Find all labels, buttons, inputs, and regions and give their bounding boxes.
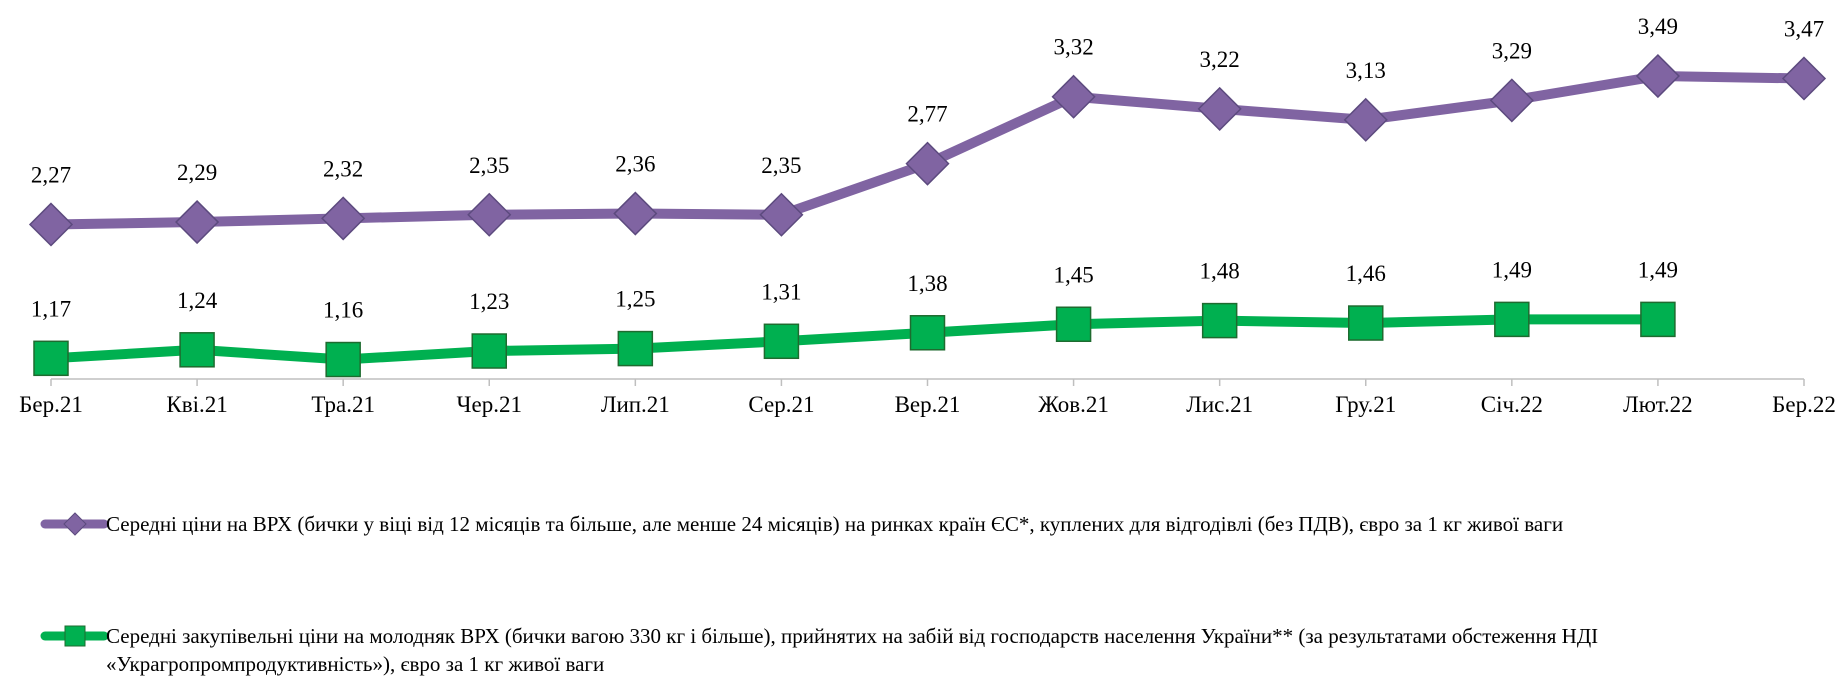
point bbox=[1489, 78, 1534, 123]
point bbox=[613, 191, 658, 236]
data-label: 1,45 bbox=[1053, 262, 1093, 287]
point bbox=[471, 333, 507, 369]
data-label: 1,38 bbox=[907, 271, 947, 296]
data-label: 3,22 bbox=[1200, 47, 1240, 72]
point bbox=[1201, 302, 1238, 339]
point bbox=[325, 341, 361, 378]
data-label: 1,23 bbox=[469, 289, 509, 314]
point bbox=[1781, 56, 1827, 101]
data-label: 1,16 bbox=[323, 298, 363, 323]
point bbox=[1051, 74, 1096, 119]
point bbox=[1197, 86, 1242, 131]
data-label: 2,36 bbox=[615, 152, 655, 177]
x-tick-label: Бер.21 bbox=[19, 392, 83, 417]
point bbox=[467, 192, 512, 237]
point bbox=[1343, 97, 1388, 142]
data-label: 1,25 bbox=[615, 287, 655, 312]
point bbox=[28, 202, 74, 247]
point bbox=[321, 196, 366, 241]
data-label: 2,35 bbox=[761, 153, 801, 178]
x-tick-label: Лют.22 bbox=[1623, 392, 1693, 417]
data-label: 1,48 bbox=[1200, 259, 1240, 284]
x-tick-label: Лис.21 bbox=[1186, 392, 1253, 417]
data-label: 1,46 bbox=[1346, 261, 1386, 286]
data-label: 3,29 bbox=[1492, 38, 1532, 63]
point bbox=[1055, 306, 1092, 342]
x-tick-label: Кві.21 bbox=[166, 392, 227, 417]
point bbox=[759, 192, 804, 237]
data-label: 3,49 bbox=[1638, 14, 1678, 39]
point bbox=[905, 141, 950, 186]
x-tick-label: Вер.21 bbox=[895, 392, 961, 417]
legend-marker bbox=[63, 512, 87, 536]
point bbox=[175, 199, 220, 245]
data-label: 3,13 bbox=[1346, 58, 1386, 83]
point bbox=[1494, 301, 1530, 338]
data-label: 3,32 bbox=[1053, 35, 1093, 60]
data-label: 1,24 bbox=[177, 288, 218, 313]
x-tick-label: Бер.22 bbox=[1772, 392, 1836, 417]
point bbox=[1348, 305, 1384, 341]
data-label: 2,77 bbox=[907, 102, 947, 127]
x-tick-label: Жов.21 bbox=[1038, 392, 1109, 417]
legend-marker bbox=[64, 625, 86, 647]
point bbox=[179, 332, 215, 368]
point bbox=[33, 340, 69, 377]
point bbox=[909, 315, 946, 351]
data-label: 2,27 bbox=[31, 162, 71, 187]
legend-label: Середні закупівельні ціни на молодняк ВР… bbox=[106, 624, 1599, 676]
x-tick-label: Сер.21 bbox=[748, 392, 814, 417]
point bbox=[1640, 301, 1676, 338]
data-label: 3,47 bbox=[1784, 16, 1824, 41]
point bbox=[1635, 53, 1680, 99]
point bbox=[617, 330, 654, 367]
data-label: 1,31 bbox=[761, 279, 801, 304]
data-label: 2,29 bbox=[177, 160, 217, 185]
series-line bbox=[50, 314, 1658, 365]
x-tick-label: Тра.21 bbox=[311, 392, 375, 417]
x-tick-label: Чер.21 bbox=[457, 392, 522, 417]
x-tick-label: Гру.21 bbox=[1335, 392, 1396, 417]
data-label: 1,17 bbox=[31, 296, 71, 321]
data-label: 1,49 bbox=[1492, 257, 1532, 282]
x-tick-label: Січ.22 bbox=[1481, 392, 1543, 417]
point bbox=[763, 323, 800, 360]
data-label: 2,32 bbox=[323, 156, 363, 181]
legend-label: Середні ціни на ВРХ (бички у віці від 12… bbox=[106, 512, 1564, 536]
data-label: 1,49 bbox=[1638, 257, 1678, 282]
data-label: 2,35 bbox=[469, 153, 509, 178]
x-tick-label: Лип.21 bbox=[601, 392, 670, 417]
